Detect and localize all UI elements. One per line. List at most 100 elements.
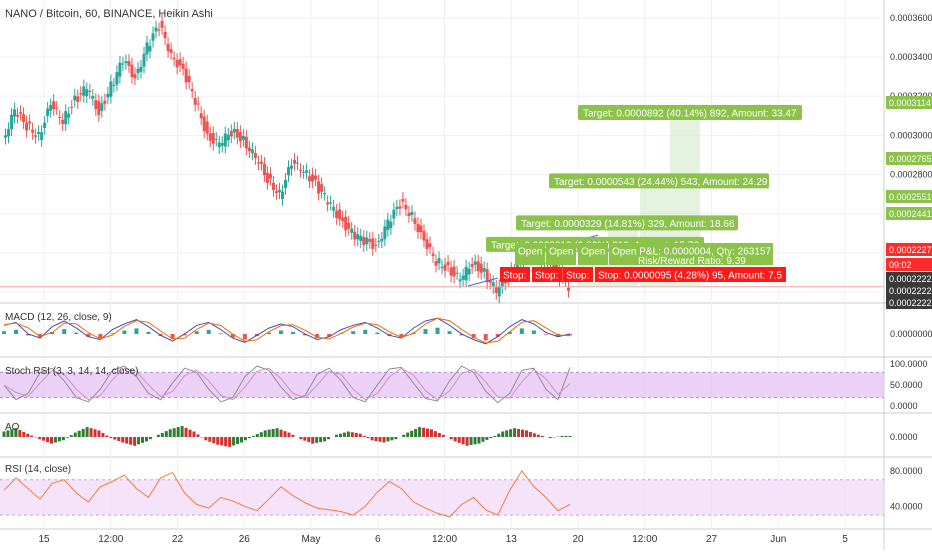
ao-bar (394, 437, 397, 439)
candle-body (254, 153, 257, 158)
ao-bar (260, 432, 263, 437)
time-tick-label: 15 (38, 534, 50, 545)
candle-body (239, 132, 242, 141)
time-tick-label: 6 (375, 534, 381, 545)
candle-body (16, 115, 19, 117)
candle-body (161, 21, 164, 28)
ao-bar (561, 436, 564, 437)
ao-bar (363, 436, 366, 437)
overlay-layer: Target: 0.0000892 (40.14%) 892, Amount: … (0, 105, 884, 475)
candle-body (251, 149, 254, 153)
candle-body (4, 135, 7, 137)
candle-body (359, 236, 362, 241)
macd-histogram-bar (147, 332, 151, 334)
ao-bar (101, 433, 104, 437)
macd-histogram-bar (62, 329, 66, 334)
candle-body (248, 148, 251, 152)
candle-body (31, 130, 34, 133)
stop-label-text: Stop: (566, 271, 589, 282)
ao-bar (149, 437, 152, 439)
candle-body (275, 191, 278, 193)
candle-body (320, 184, 323, 192)
candle-body (477, 261, 480, 271)
ao-bar (299, 437, 302, 439)
macd-histogram-bar (98, 334, 102, 338)
ao-bar (196, 434, 199, 437)
time-tick-label: 12:00 (432, 534, 457, 545)
time-tick-label: 22 (172, 534, 184, 545)
ao-bar (505, 430, 508, 437)
time-tick-label: 13 (506, 534, 518, 545)
ao-bar (470, 437, 473, 445)
candle-body (380, 239, 383, 241)
ao-bar (204, 437, 207, 440)
candle-body (43, 123, 46, 128)
ao-bar (129, 437, 132, 445)
candle-body (242, 136, 245, 140)
candle-body (118, 63, 121, 77)
candle-body (468, 269, 471, 275)
candle-body (22, 114, 25, 122)
candle-body (94, 100, 97, 109)
candle-body (284, 180, 287, 188)
candle-body (167, 44, 170, 51)
candle-body (133, 74, 136, 78)
candle-body (233, 129, 236, 133)
open-label-text: Open (581, 247, 605, 258)
macd-histogram-bar (532, 331, 536, 335)
candle-body (257, 163, 260, 164)
candle-body (302, 172, 305, 173)
candle-body (305, 170, 308, 172)
ao-bar (533, 433, 536, 437)
macd-histogram-bar (279, 331, 283, 335)
candle-body (164, 32, 167, 38)
candle-body (212, 133, 215, 144)
candle-body (299, 170, 302, 171)
ao-bar (386, 437, 389, 441)
chart-title: NANO / Bitcoin, 60, BINANCE, Heikin Ashi (5, 8, 213, 20)
candle-body (450, 267, 453, 275)
price-tick-label: 0.0003000 (890, 130, 932, 140)
candle-body (447, 262, 450, 265)
ao-bar (90, 428, 93, 437)
candle-body (112, 85, 115, 86)
candle-body (314, 176, 317, 180)
macd-label: MACD (12, 26, close, 9) (5, 312, 112, 323)
candle-body (404, 205, 407, 209)
candle-body (444, 265, 447, 271)
candle-body (365, 238, 368, 244)
macd-histogram-bar (291, 332, 295, 334)
time-tick-label: 20 (572, 534, 584, 545)
ao-bar (224, 437, 227, 446)
ao-bar (169, 429, 172, 437)
candle-body (106, 94, 109, 98)
time-tick-label: 27 (706, 534, 718, 545)
ao-bar (62, 437, 65, 440)
ao-bar (339, 434, 342, 437)
candle-body (130, 65, 133, 77)
candle-body (49, 105, 52, 111)
candle-body (350, 229, 353, 233)
candle-body (269, 174, 272, 179)
candle-body (152, 33, 155, 40)
ao-bar (173, 428, 176, 437)
ao-bar (311, 437, 314, 444)
macd-histogram-bar (448, 331, 452, 334)
stoch-tick-label: 50.0000 (890, 380, 923, 390)
ao-bar (141, 437, 144, 443)
candle-body (368, 239, 371, 242)
candle-body (28, 121, 31, 123)
candle-body (317, 181, 320, 193)
price-badge-text: 0.0002222 (889, 274, 932, 284)
candle-body (34, 135, 37, 137)
price-badge-text: 09:02 (889, 260, 912, 270)
ao-bar (458, 437, 461, 443)
time-tick-label: 12:00 (632, 534, 657, 545)
ao-bar (232, 437, 235, 445)
stop-label-text: Stop: (535, 271, 558, 282)
ao-bar (390, 437, 393, 440)
ao-bar (442, 435, 445, 437)
ao-bar (264, 430, 267, 437)
ao-bar (343, 433, 346, 437)
